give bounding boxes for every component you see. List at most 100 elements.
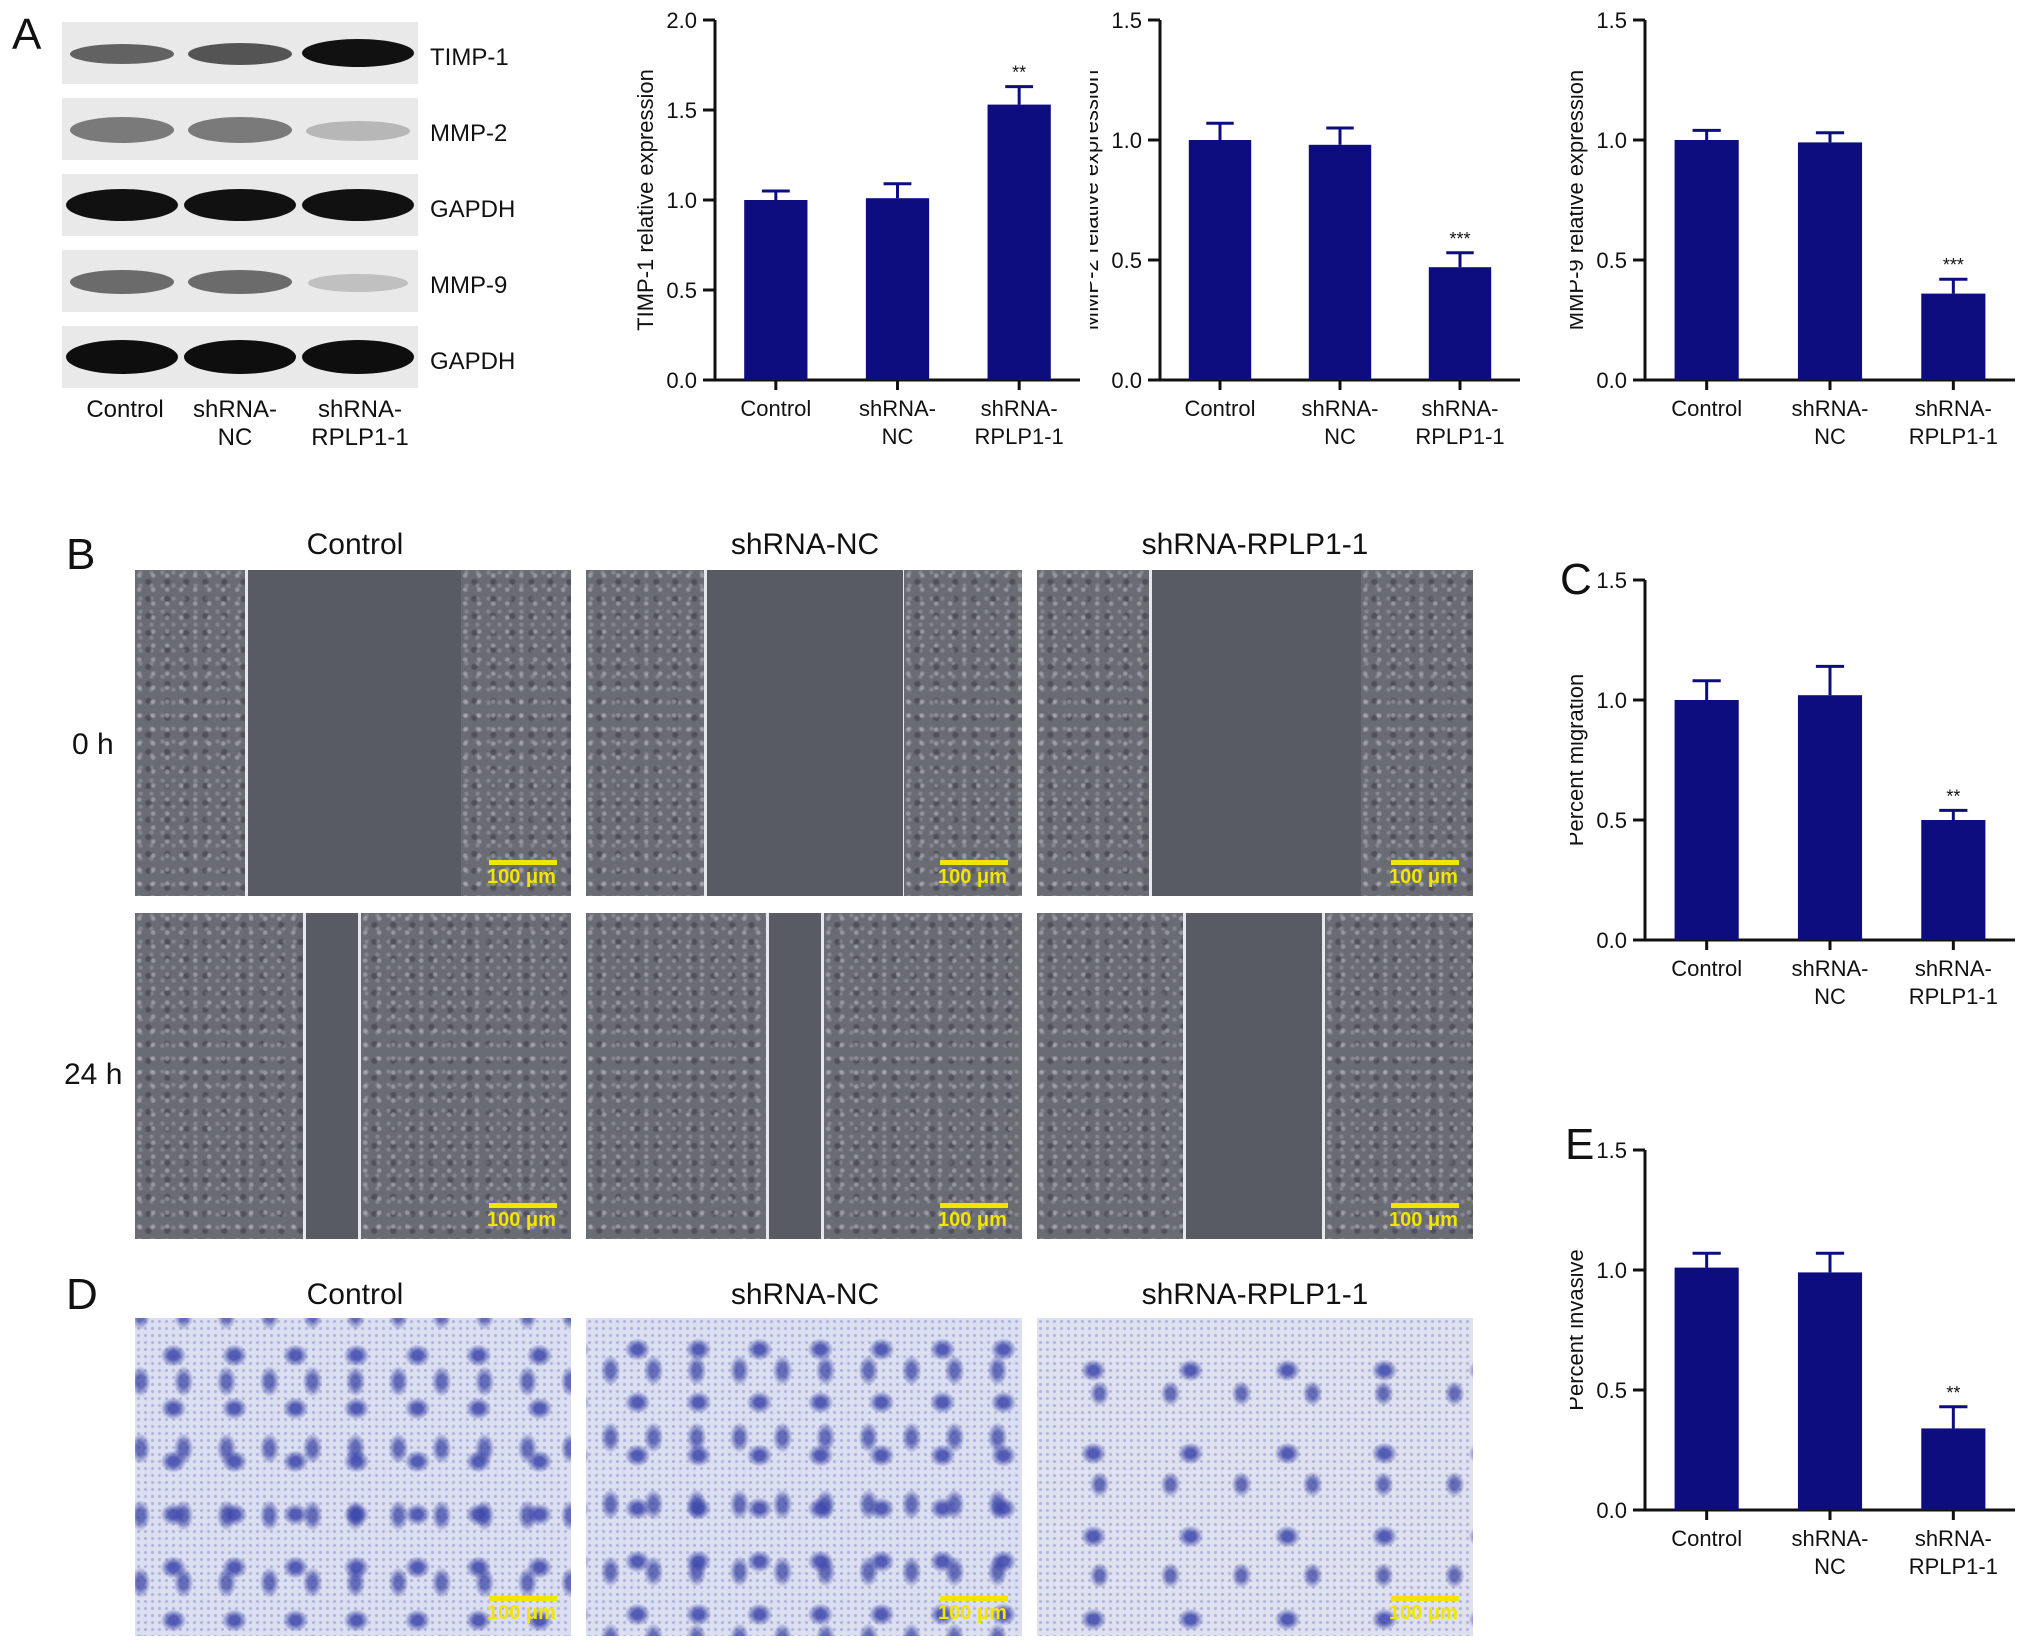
blot-label-gapdh-2: GAPDH <box>430 348 516 375</box>
significance-marker: ** <box>1012 63 1026 83</box>
bar <box>1428 267 1492 380</box>
scale-bar-label: 100 μm <box>938 1602 1007 1624</box>
y-tick-label: 0.0 <box>1596 1498 1627 1523</box>
bar <box>1674 140 1739 380</box>
wound-row-24h: 24 h <box>64 1058 123 1091</box>
blot-label-timp1: TIMP-1 <box>430 44 509 71</box>
bar <box>1674 1267 1739 1510</box>
panel-label-b: B <box>66 530 96 579</box>
blot-strip-mmp9 <box>62 250 418 312</box>
chart-percent-invasive: 0.0 0.5 1.0 1.5 Percent invasive Control shRNA… <box>1570 1138 2015 1579</box>
x-tick-label: shRNA-RPLP1-1 <box>1909 1526 1998 1579</box>
scale-bar <box>489 1203 557 1208</box>
scale-bar-label: 100 μm <box>487 1602 556 1624</box>
bar <box>1921 820 1986 940</box>
y-tick-label: 1.0 <box>1596 688 1627 713</box>
bar <box>744 200 808 380</box>
scale-bar <box>1391 1203 1459 1208</box>
scale-bar-label: 100 μm <box>1389 1602 1458 1624</box>
y-tick-label: 1.5 <box>666 98 697 123</box>
significance-marker: *** <box>1449 229 1470 249</box>
bar <box>1674 700 1739 940</box>
scale-bar-label: 100 μm <box>487 1209 556 1231</box>
panel-label-d: D <box>66 1270 98 1319</box>
scale-bar-label: 100 μm <box>938 866 1007 888</box>
bar <box>1797 695 1863 940</box>
bar <box>1797 1272 1863 1510</box>
blot-label-mmp9: MMP-9 <box>430 272 508 299</box>
y-axis-label: Percent migration <box>1570 674 1588 846</box>
wound-image-control-24h: 100 μm <box>135 913 571 1239</box>
wound-row-0h: 0 h <box>72 728 114 761</box>
blot-bands <box>70 39 414 67</box>
bar <box>1797 142 1863 380</box>
chart-mmp9-expression: 0.0 0.5 1.0 1.5 MMP-9 relative expression Con… <box>1570 8 2015 449</box>
y-tick-label: 1.0 <box>1596 128 1627 153</box>
y-tick-label: 1.0 <box>1111 128 1142 153</box>
significance-marker: *** <box>1943 255 1964 275</box>
invasion-title-shrna-nc: shRNA-NC <box>730 1278 880 1311</box>
blot-bands <box>66 189 414 221</box>
wound-title-shrna-nc: shRNA-NC <box>730 528 880 561</box>
y-tick-label: 0.5 <box>1596 808 1627 833</box>
y-axis-label: TIMP-1 relative expression <box>633 69 658 331</box>
x-tick-label: Control <box>1671 956 1742 981</box>
chart-percent-migration: 0.0 0.5 1.0 1.5 Percent migration Control shRN… <box>1570 568 2015 1009</box>
y-axis-label: MMP-9 relative expression <box>1570 70 1588 330</box>
blot-strip-timp1 <box>62 22 418 84</box>
wound-image-shrna-rplp1-24h: 100 μm <box>1037 913 1473 1239</box>
blot-lane-control: Control <box>86 396 164 423</box>
panel-label-a: A <box>12 10 42 59</box>
y-tick-label: 1.0 <box>1596 1258 1627 1283</box>
scale-bar-label: 100 μm <box>487 866 556 888</box>
x-tick-label: Control <box>1671 1526 1742 1551</box>
scale-bar-label: 100 μm <box>938 1209 1007 1231</box>
panel-label-e: E <box>1565 1120 1595 1169</box>
blot-lane-shrna-rplp1: shRNA-RPLP1-1 <box>311 396 409 451</box>
bar <box>1308 144 1372 380</box>
y-tick-label: 1.5 <box>1596 8 1627 33</box>
x-tick-label: shRNA-NC <box>1791 1526 1868 1579</box>
blot-strip-gapdh-2 <box>62 326 418 388</box>
x-tick-label: shRNA-NC <box>1791 396 1868 449</box>
y-tick-label: 0.5 <box>666 278 697 303</box>
significance-marker: ** <box>1946 1383 1960 1403</box>
scale-bar <box>940 860 1008 865</box>
x-tick-label: Control <box>740 396 811 421</box>
invasion-image-control: 100 μm <box>135 1318 571 1636</box>
scale-bar <box>1391 1596 1459 1601</box>
scale-bar-label: 100 μm <box>1389 1209 1458 1231</box>
y-tick-label: 0.0 <box>1596 928 1627 953</box>
bar <box>1921 293 1986 380</box>
wound-title-control: Control <box>306 528 404 561</box>
panel-label-c: C <box>1560 555 1592 604</box>
invasion-title-shrna-rplp1: shRNA-RPLP1-1 <box>1141 1278 1369 1311</box>
wound-image-control-0h: 100 μm <box>135 570 571 896</box>
blot-bands <box>70 117 410 143</box>
y-tick-label: 1.0 <box>666 188 697 213</box>
chart-mmp2-expression: 0.0 0.5 1.0 1.5 MMP-2 relative expression Con… <box>1090 8 1520 449</box>
x-tick-label: shRNA-RPLP1-1 <box>1909 396 1998 449</box>
y-tick-label: 1.5 <box>1111 8 1142 33</box>
y-tick-label: 1.5 <box>1596 568 1627 593</box>
y-axis-label: Percent invasive <box>1570 1249 1588 1410</box>
bar <box>865 198 930 380</box>
bar <box>1921 1428 1986 1510</box>
x-tick-label: shRNA-NC <box>1301 396 1378 449</box>
invasion-image-shrna-nc: 100 μm <box>586 1318 1022 1636</box>
wound-title-shrna-rplp1: shRNA-RPLP1-1 <box>1141 528 1369 561</box>
y-tick-label: 0.0 <box>1111 368 1142 393</box>
x-tick-label: Control <box>1671 396 1742 421</box>
y-tick-label: 0.5 <box>1111 248 1142 273</box>
x-tick-label: shRNA-RPLP1-1 <box>1909 956 1998 1009</box>
scale-bar <box>940 1203 1008 1208</box>
blot-label-mmp2: MMP-2 <box>430 120 508 147</box>
invasion-title-control: Control <box>306 1278 404 1311</box>
y-tick-label: 0.5 <box>1596 248 1627 273</box>
y-tick-label: 0.5 <box>1596 1378 1627 1403</box>
scale-bar <box>489 1596 557 1601</box>
chart-timp1-expression: 0.0 0.5 1.0 1.5 2.0 TIMP-1 relative expressio… <box>633 8 1080 449</box>
scale-bar <box>1391 860 1459 865</box>
scale-bar <box>489 860 557 865</box>
